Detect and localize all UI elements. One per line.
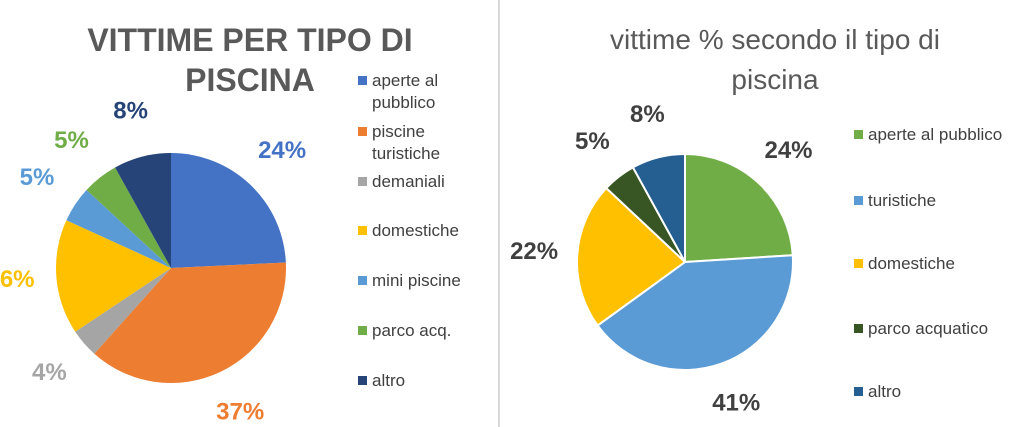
legend-swatch bbox=[358, 76, 367, 85]
data-label: 5% bbox=[20, 164, 55, 191]
pie-slice bbox=[75, 268, 171, 354]
legend-label: demaniali bbox=[372, 172, 445, 191]
legend-swatch bbox=[358, 127, 367, 136]
legend-item: domestiche bbox=[358, 220, 482, 242]
legend-label: domestiche bbox=[372, 221, 459, 240]
pie-slice bbox=[86, 167, 171, 268]
chart-title: vittime % secondo il tipo di piscina bbox=[610, 24, 940, 95]
legend-swatch bbox=[854, 130, 863, 139]
legend-swatch bbox=[358, 276, 367, 285]
legend-item: piscine turistiche bbox=[358, 121, 482, 165]
data-label: 16% bbox=[0, 266, 35, 293]
pie-slice bbox=[684, 152, 794, 264]
legend-swatch bbox=[854, 196, 863, 205]
data-label: 41% bbox=[712, 390, 760, 417]
legend-item: altro bbox=[358, 370, 482, 392]
legend-label: parco acquatico bbox=[868, 319, 989, 338]
data-label: 5% bbox=[575, 128, 610, 155]
pie-slice bbox=[94, 262, 287, 383]
pie-slice bbox=[115, 153, 171, 268]
pie-slice bbox=[596, 254, 794, 371]
pie-slice bbox=[631, 152, 686, 263]
legend-item: aperte al pubblico bbox=[854, 124, 1018, 146]
legend-label: altro bbox=[372, 371, 406, 390]
legend-swatch bbox=[358, 226, 367, 235]
legend-label: parco acq. bbox=[372, 321, 452, 340]
legend-item: mini piscine bbox=[358, 270, 482, 292]
legend-item: parco acq. bbox=[358, 320, 482, 342]
pie-slice bbox=[576, 186, 687, 327]
legend-swatch bbox=[358, 177, 367, 186]
legend-label: mini piscine bbox=[372, 271, 461, 290]
legend-item: domestiche bbox=[854, 253, 1018, 275]
legend-item: aperte al pubblico bbox=[358, 70, 482, 114]
data-label: 4% bbox=[32, 359, 67, 386]
legend-swatch bbox=[358, 376, 367, 385]
legend-label: aperte al pubblico bbox=[868, 125, 1003, 144]
data-label: 24% bbox=[258, 137, 306, 164]
data-label: 22% bbox=[510, 238, 558, 265]
legend-label: piscine turistiche bbox=[372, 122, 441, 163]
legend-item: altro bbox=[854, 381, 1018, 403]
data-label: 8% bbox=[630, 101, 665, 128]
data-label: 24% bbox=[764, 137, 812, 164]
legend-label: altro bbox=[868, 382, 902, 401]
legend-item: turistiche bbox=[854, 190, 1018, 212]
legend-label: aperte al pubblico bbox=[372, 71, 439, 112]
data-label: 37% bbox=[216, 399, 264, 426]
pie-slice bbox=[171, 153, 286, 268]
data-label: 8% bbox=[113, 98, 148, 125]
chart-title: VITTIME PER TIPO DI PISCINA bbox=[87, 22, 413, 98]
legend-label: turistiche bbox=[868, 191, 937, 210]
pie-slice bbox=[66, 189, 171, 268]
legend-swatch bbox=[854, 259, 863, 268]
pie-slice bbox=[55, 220, 171, 332]
legend-swatch bbox=[358, 326, 367, 335]
legend-swatch bbox=[854, 324, 863, 333]
legend-item: parco acquatico bbox=[854, 318, 1018, 340]
data-label: 5% bbox=[54, 127, 89, 154]
legend-swatch bbox=[854, 387, 863, 396]
legend-label: domestiche bbox=[868, 254, 955, 273]
legend-item: demaniali bbox=[358, 171, 482, 193]
